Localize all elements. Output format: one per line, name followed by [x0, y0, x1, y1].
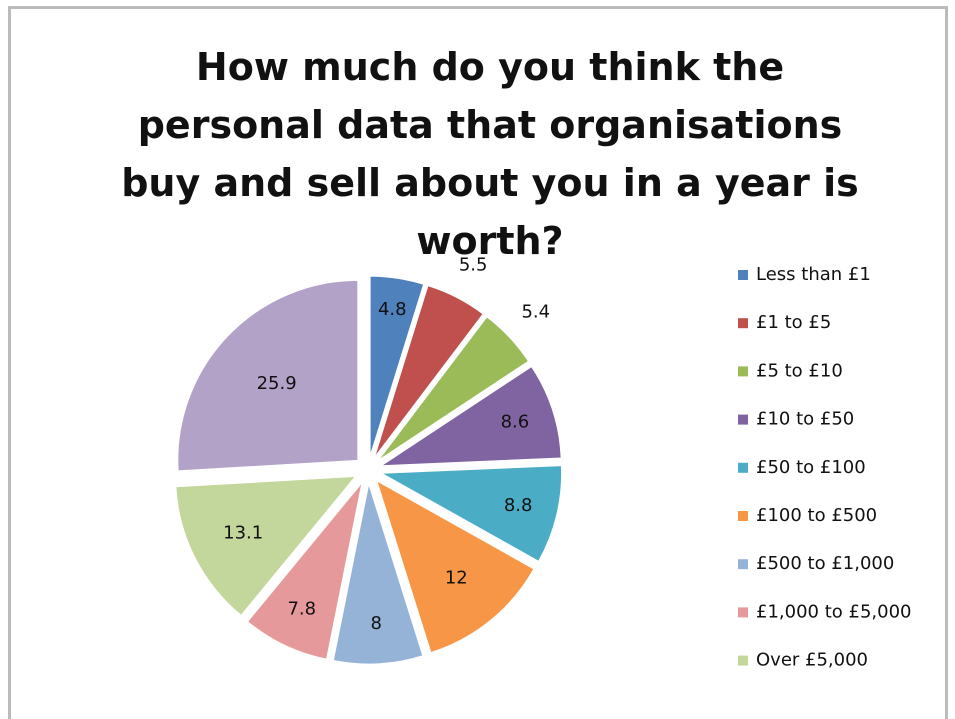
legend-label: £1 to £5	[756, 312, 831, 333]
pie-slice	[369, 275, 425, 457]
data-label: 5.4	[521, 302, 550, 323]
data-label: 8.6	[501, 411, 530, 432]
legend-swatch	[738, 559, 748, 570]
legend-label: £100 to £500	[756, 505, 877, 526]
legend-swatch	[738, 607, 748, 618]
legend-label: £500 to £1,000	[756, 553, 894, 574]
pie-slice	[379, 465, 563, 562]
pie-slice	[177, 279, 359, 472]
legend-swatch	[738, 462, 748, 473]
legend-label: Over £5,000	[756, 650, 868, 671]
pie-slice	[377, 316, 530, 461]
data-label: 8.8	[504, 495, 533, 516]
data-label: 4.8	[378, 299, 407, 320]
legend-swatch	[738, 270, 748, 280]
data-label: 25.9	[257, 373, 297, 394]
chart-title: How much do you think the personal data …	[121, 45, 859, 263]
pie-slice	[375, 479, 535, 654]
pie-slice	[246, 482, 363, 660]
legend-swatch	[738, 655, 748, 666]
frame	[8, 6, 948, 719]
pie-slice	[332, 483, 424, 665]
legend-swatch	[738, 511, 748, 521]
legend-swatch	[738, 318, 748, 329]
data-label: 5.5	[459, 254, 488, 275]
data-label: 13.1	[223, 522, 263, 543]
pie-slice	[175, 475, 357, 617]
legend-label: £50 to £100	[756, 457, 866, 478]
pie-slice	[373, 285, 484, 458]
data-label: 8	[371, 613, 382, 634]
legend-label: £10 to £50	[756, 409, 854, 430]
data-label: 12	[445, 568, 468, 589]
legend-label: £1,000 to £5,000	[756, 601, 911, 622]
data-label: 7.8	[287, 598, 316, 619]
legend-label: Less than £1	[756, 264, 871, 285]
legend-label: £5 to £10	[756, 360, 843, 381]
pie-slice	[379, 365, 562, 467]
legend-swatch	[738, 414, 748, 425]
legend-swatch	[738, 366, 748, 377]
